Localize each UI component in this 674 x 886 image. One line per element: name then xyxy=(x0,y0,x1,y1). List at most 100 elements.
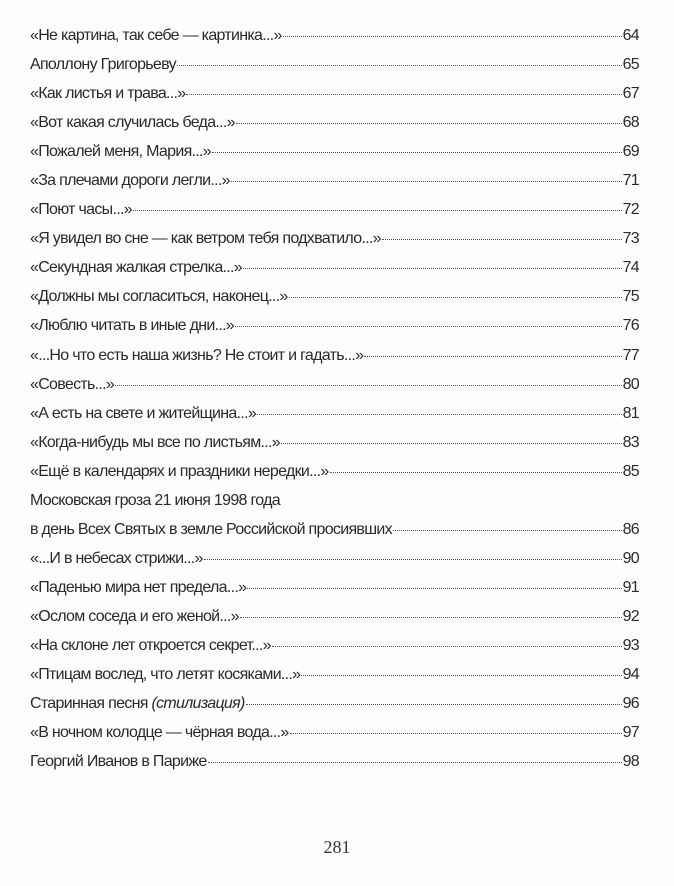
entry-title: «В ночном колодце — чёрная вода...» xyxy=(30,724,289,742)
entry-page-number: 91 xyxy=(622,578,640,596)
entry-page-number: 97 xyxy=(622,724,640,742)
toc-entry: в день Всех Святых в земле Российской пр… xyxy=(30,520,640,550)
entry-page-number: 93 xyxy=(622,636,640,654)
entry-title: «Как листья и трава...» xyxy=(30,85,186,103)
entry-title-wrap: «Пожалей меня, Мария...» xyxy=(30,143,212,161)
entry-title: «...И в небесах стрижи...» xyxy=(30,549,203,567)
entry-title: Московская гроза 21 июня 1998 года xyxy=(30,491,281,509)
entry-title-wrap: «Ослом соседа и его женой...» xyxy=(30,607,240,626)
entry-page-number: 90 xyxy=(622,549,640,567)
entry-title-wrap: «Поют часы...» xyxy=(30,201,133,219)
dot-leader xyxy=(329,471,622,473)
entry-title: «Когда-нибудь мы все по листьям...» xyxy=(30,433,281,451)
entry-title-wrap: «За плечами дороги легли...» xyxy=(30,172,230,190)
entry-title: «Вот какая случилась беда...» xyxy=(30,114,236,132)
dot-leader xyxy=(257,413,622,415)
entry-title-wrap: «Не картина, так себе — картинка...» xyxy=(30,27,282,45)
entry-page-number: 83 xyxy=(622,433,640,451)
entry-title-wrap: «Секундная жалкая стрелка...» xyxy=(30,259,243,277)
entry-title: Аполлону Григорьеву xyxy=(30,56,177,74)
entry-title: «Я увидел во сне — как ветром тебя подхв… xyxy=(30,230,382,248)
dot-leader xyxy=(271,645,622,647)
entry-page-number: 96 xyxy=(622,695,640,713)
toc-entry: «Я увидел во сне — как ветром тебя подхв… xyxy=(30,230,640,259)
entry-title-wrap: «...И в небесах стрижи...» xyxy=(30,550,203,568)
entry-title-wrap: «...Но что есть наша жизнь? Не стоит и г… xyxy=(30,346,364,365)
dot-leader xyxy=(239,616,622,618)
dot-leader xyxy=(211,152,622,154)
dot-leader xyxy=(207,762,622,764)
entry-page-number: 75 xyxy=(622,288,640,306)
entry-title: «Паденью мира нет предела...» xyxy=(30,578,247,596)
toc-entry: Старинная песня (стилизация) 96 xyxy=(30,695,640,724)
toc-entry: Георгий Иванов в Париже 98 xyxy=(30,753,640,782)
entry-page-number: 98 xyxy=(622,753,640,771)
dot-leader xyxy=(132,210,622,212)
toc-entry: «А есть на свете и житейщина...» 81 xyxy=(30,404,640,434)
toc-entry: «За плечами дороги легли...» 71 xyxy=(30,172,640,201)
page-number: 281 xyxy=(323,837,351,857)
toc-entry: «Ослом соседа и его женой...» 92 xyxy=(30,607,640,637)
entry-title: «Ослом соседа и его женой...» xyxy=(30,607,240,625)
entry-title-wrap: «Я увидел во сне — как ветром тебя подхв… xyxy=(30,230,382,248)
toc-entry: «Поют часы...» 72 xyxy=(30,201,640,230)
toc-entry: «Люблю читать в иные дни...» 76 xyxy=(30,317,640,346)
dot-leader xyxy=(381,239,622,241)
entry-page-number: 94 xyxy=(622,666,640,684)
table-of-contents: «Не картина, так себе — картинка...» 64 Ап… xyxy=(30,27,640,782)
entry-title: «...Но что есть наша жизнь? Не стоит и г… xyxy=(30,346,364,364)
entry-title: «Не картина, так себе — картинка...» xyxy=(30,27,282,44)
toc-entry: «В ночном колодце — чёрная вода...» 97 xyxy=(30,724,640,753)
dot-leader xyxy=(280,442,622,444)
dot-leader xyxy=(203,558,622,560)
toc-entry: «Секундная жалкая стрелка...» 74 xyxy=(30,259,640,288)
entry-title-wrap: «Ещё в календарях и праздники нередки...… xyxy=(30,463,329,481)
dot-leader xyxy=(242,268,622,270)
entry-title: «Поют часы...» xyxy=(30,201,133,219)
toc-entry: «...И в небесах стрижи...» 90 xyxy=(30,549,640,579)
dot-leader xyxy=(176,65,622,67)
entry-title-wrap: «Должны мы согласиться, наконец...» xyxy=(30,288,288,306)
entry-title-wrap: «В ночном колодце — чёрная вода...» xyxy=(30,724,289,742)
entry-title-wrap: «Паденью мира нет предела...» xyxy=(30,578,247,597)
entry-title: «Люблю читать в иные дни...» xyxy=(30,317,235,335)
toc-entry: «Как листья и трава...» 67 xyxy=(30,85,640,114)
dot-leader xyxy=(186,94,622,96)
toc-entry: «Не картина, так себе — картинка...» 64 xyxy=(30,27,640,56)
toc-entry: «Должны мы согласиться, наконец...» 75 xyxy=(30,288,640,317)
toc-entry: «Совесть...» 80 xyxy=(30,375,640,405)
entry-title: «А есть на свете и житейщина...» xyxy=(30,404,257,422)
entry-title-wrap: в день Всех Святых в земле Российской пр… xyxy=(30,520,393,539)
dot-leader xyxy=(282,36,622,37)
toc-entry-title-line: Московская гроза 21 июня 1998 года xyxy=(30,492,639,521)
dot-leader xyxy=(247,587,622,589)
entry-page-number: 68 xyxy=(622,114,640,132)
toc-entry: «Паденью мира нет предела...» 91 xyxy=(30,578,640,608)
entry-title: «Секундная жалкая стрелка...» xyxy=(30,259,243,277)
dot-leader xyxy=(235,326,622,328)
entry-title-wrap: «На склоне лет откроется секрет...» xyxy=(30,637,272,655)
toc-entry: «Ещё в календарях и праздники нередки...… xyxy=(30,463,640,492)
toc-entry: «Пожалей меня, Мария...» 69 xyxy=(30,143,640,172)
entry-title: в день Всех Святых в земле Российской пр… xyxy=(30,520,393,538)
entry-title: Георгий Иванов в Париже xyxy=(30,753,207,771)
entry-page-number: 67 xyxy=(622,85,640,103)
dot-leader xyxy=(115,384,622,386)
entry-page-number: 65 xyxy=(622,56,640,74)
dot-leader xyxy=(230,181,622,183)
entry-title: «Должны мы согласиться, наконец...» xyxy=(30,288,288,306)
entry-title: «Птицам вослед, что летят косяками...» xyxy=(30,666,301,684)
entry-title-wrap: Старинная песня (стилизация) xyxy=(30,695,245,713)
entry-note: (стилизация) xyxy=(151,695,245,713)
entry-title: «Пожалей меня, Мария...» xyxy=(30,143,212,161)
dot-leader xyxy=(289,733,622,735)
entry-page-number: 72 xyxy=(622,201,640,219)
entry-title-wrap: «Люблю читать в иные дни...» xyxy=(30,317,235,335)
entry-page-number: 80 xyxy=(622,375,640,393)
dot-leader xyxy=(235,123,622,125)
entry-title-wrap: «Как листья и трава...» xyxy=(30,85,186,103)
entry-title: «За плечами дороги легли...» xyxy=(30,172,230,190)
entry-title-wrap: «Вот какая случилась беда...» xyxy=(30,114,236,132)
entry-title: Старинная песня xyxy=(30,695,148,713)
entry-page-number: 76 xyxy=(622,317,640,335)
